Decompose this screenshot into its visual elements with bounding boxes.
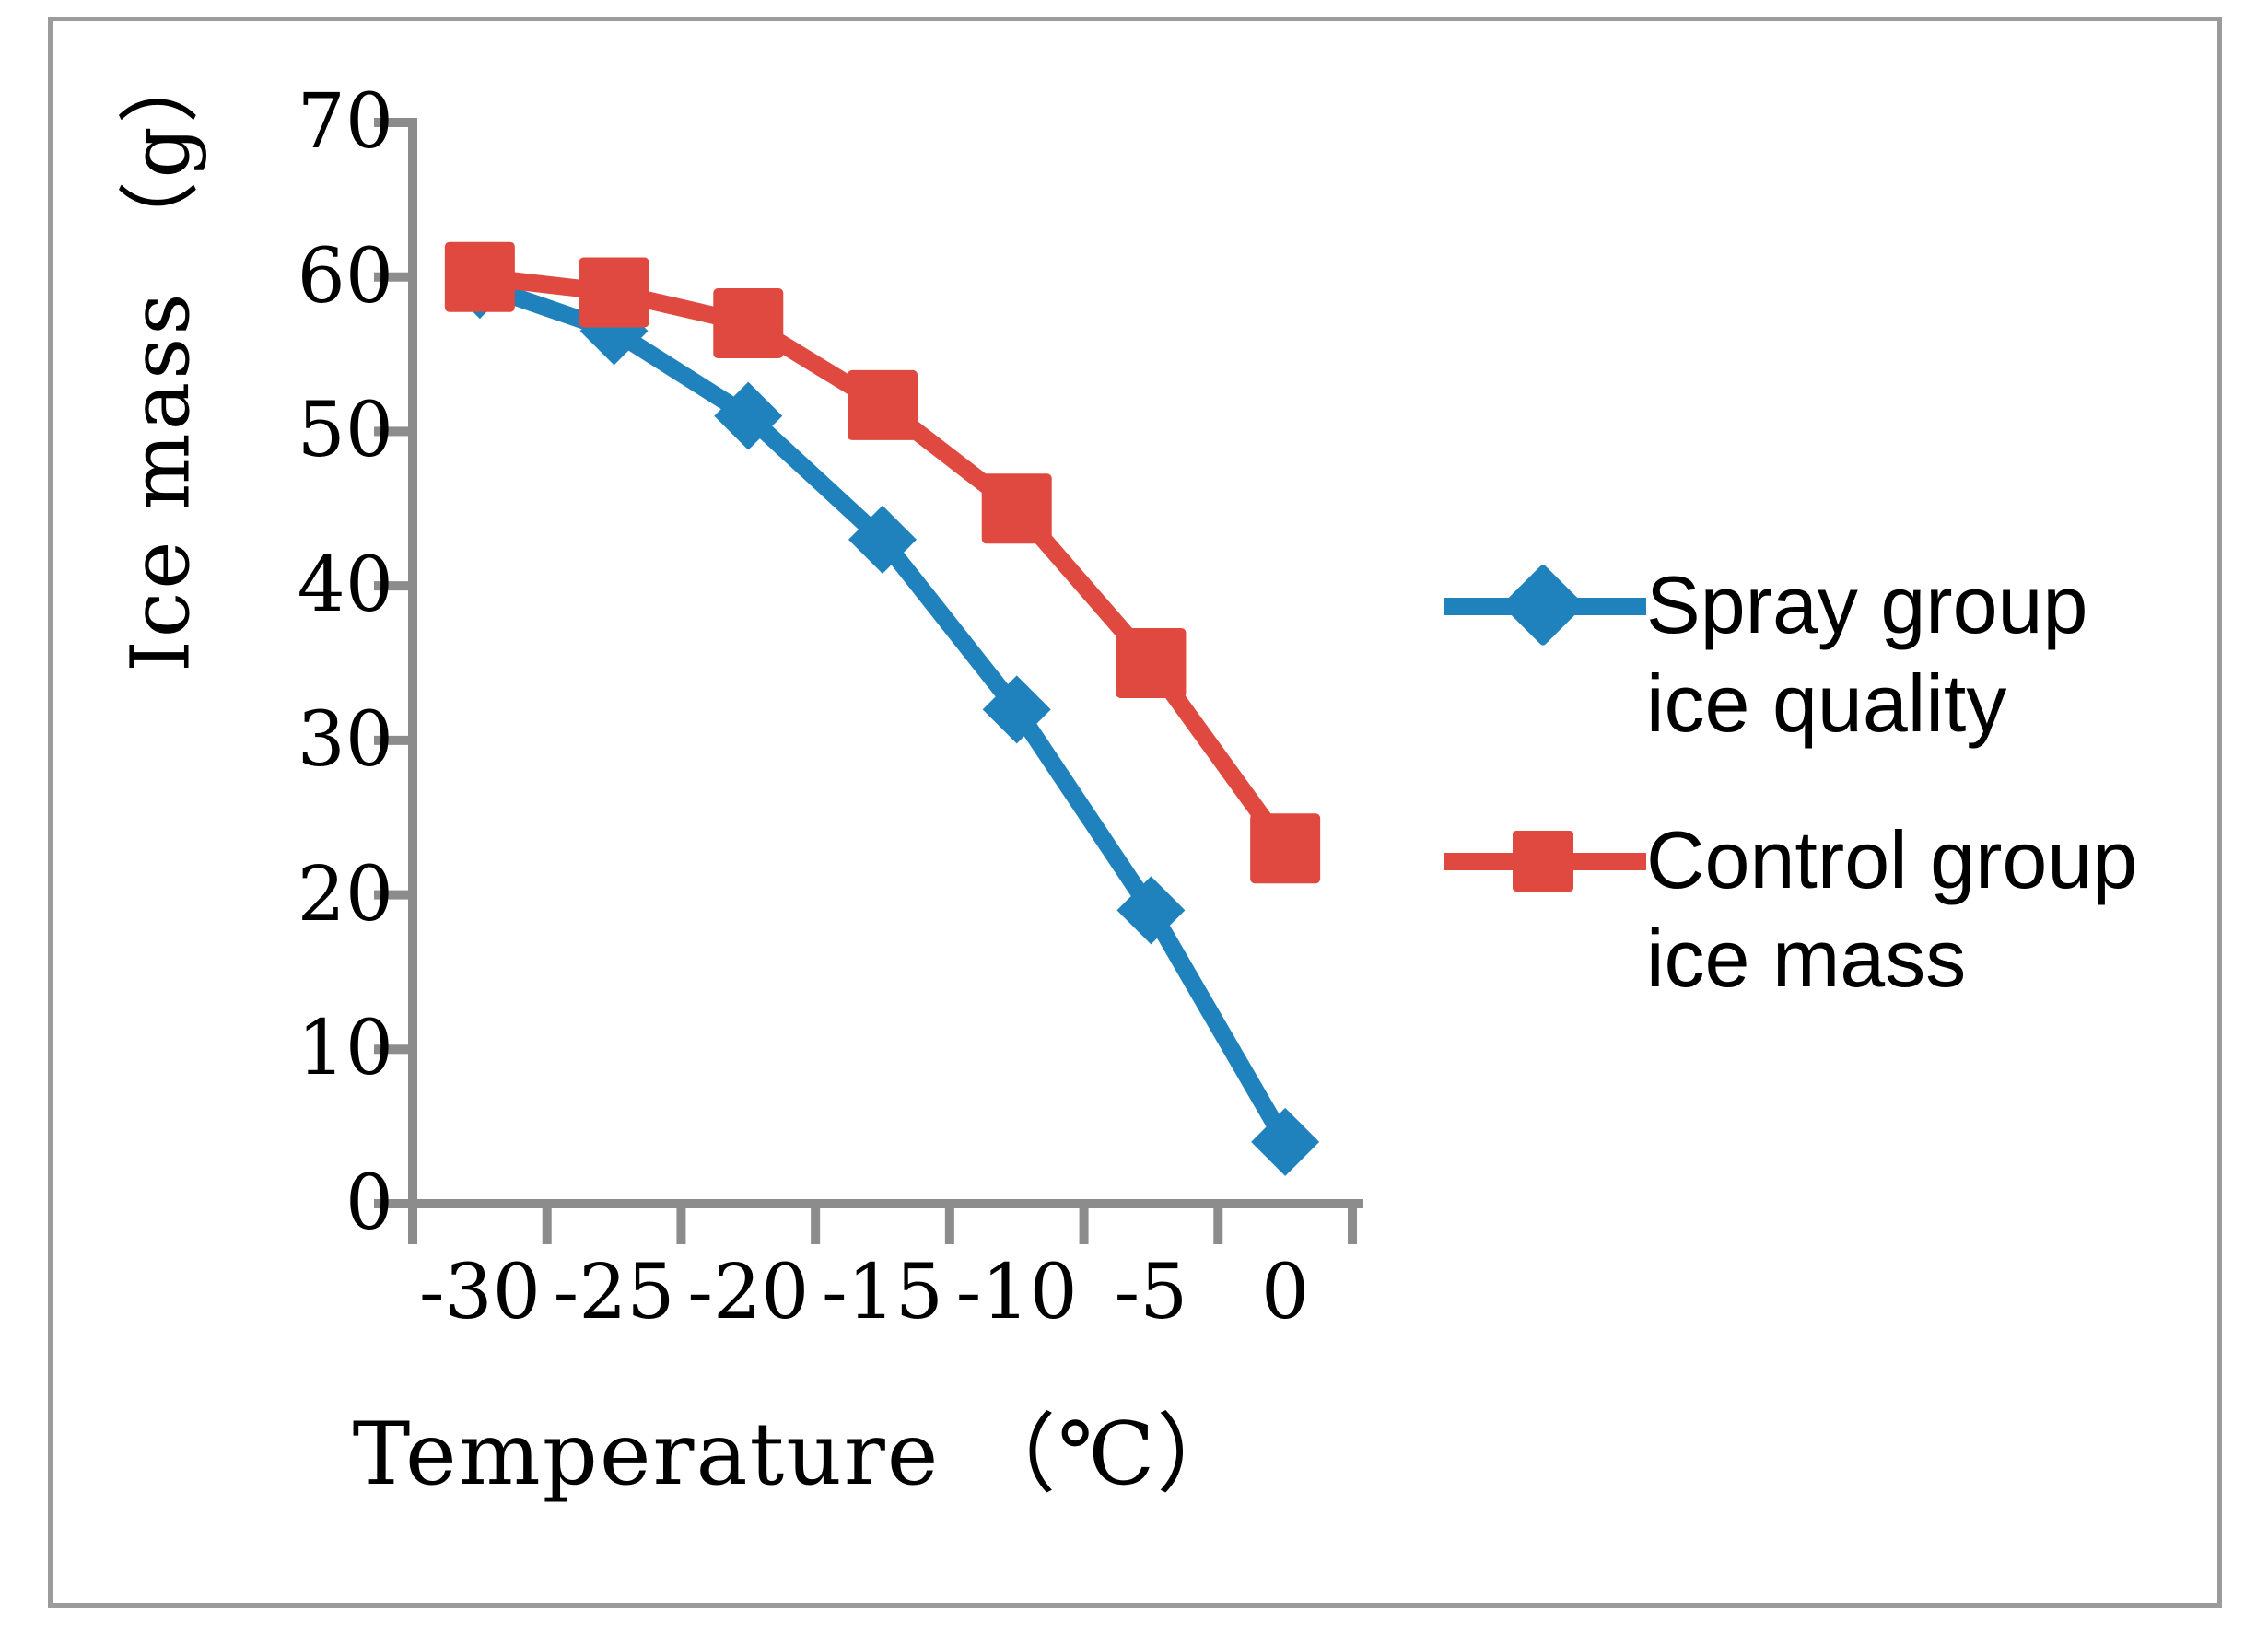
- y-axis-tick-label: 10: [297, 1005, 393, 1093]
- x-axis-title: Temperature （℃）: [352, 1405, 1245, 1505]
- y-axis-tick: [374, 735, 413, 745]
- x-axis-tick: [408, 1204, 417, 1244]
- legend-label-control-group: Control group ice mass: [1646, 813, 2138, 1005]
- data-point-diamond[interactable]: [848, 505, 917, 574]
- data-point-diamond[interactable]: [982, 675, 1051, 744]
- data-point-square[interactable]: [579, 257, 649, 328]
- y-axis-tick-label: 60: [297, 232, 393, 321]
- y-axis-tick-label: 0: [345, 1160, 393, 1247]
- x-axis-tick: [811, 1204, 821, 1244]
- axes-group: [374, 118, 1363, 1244]
- x-axis-tick-label: 0: [1261, 1249, 1310, 1336]
- data-point-square[interactable]: [713, 288, 784, 359]
- y-axis-tick: [374, 426, 413, 437]
- y-axis-tick-label: 50: [297, 387, 393, 475]
- legend-key-diamond-icon: [1444, 555, 1646, 657]
- x-axis-line: [374, 1199, 1363, 1208]
- x-axis-tick: [1079, 1204, 1089, 1244]
- y-axis-tick-label: 40: [297, 542, 393, 630]
- y-axis-tick: [374, 118, 413, 127]
- data-point-square[interactable]: [444, 241, 515, 312]
- x-axis-tick-label: -20: [687, 1249, 810, 1336]
- x-axis-tick-label: -15: [821, 1249, 944, 1336]
- y-axis-tick-label: 20: [297, 850, 393, 938]
- data-point-diamond[interactable]: [1116, 876, 1186, 945]
- data-point-square[interactable]: [848, 369, 918, 440]
- y-axis-tick: [374, 581, 413, 591]
- y-axis-title: Ice mass （g）: [112, 40, 208, 672]
- data-point-diamond[interactable]: [714, 381, 783, 450]
- x-axis-tick-labels: -30 -25 -20 -15 -10 -5 0: [53, 1255, 2227, 1357]
- legend-item-spray-group[interactable]: Spray group ice quality: [1444, 555, 2217, 753]
- x-axis-tick-label: -30: [418, 1249, 541, 1336]
- x-axis-tick: [944, 1204, 954, 1244]
- x-axis-tick-label: -10: [955, 1249, 1078, 1336]
- y-axis-tick: [374, 272, 413, 282]
- x-axis-tick: [676, 1204, 686, 1244]
- diamond-marker-icon: [1501, 563, 1585, 647]
- y-axis-tick: [374, 1199, 413, 1208]
- y-axis-line: [408, 118, 417, 1208]
- y-axis-tick: [374, 1044, 413, 1055]
- x-axis-tick: [1348, 1204, 1357, 1244]
- chart-legend: Spray group ice quality Control group ic…: [1444, 555, 2217, 1065]
- y-axis-tick-labels: 0 10 20 30 40 50 60 70: [172, 21, 393, 1613]
- x-axis-tick-label: -5: [1114, 1249, 1188, 1336]
- y-axis-tick-label: 30: [297, 695, 393, 784]
- x-axis-tick: [1213, 1204, 1223, 1244]
- line-chart-plot: [374, 118, 1363, 1244]
- x-axis-tick-label: -25: [553, 1249, 675, 1336]
- y-axis-tick: [374, 890, 413, 900]
- data-point-square[interactable]: [1116, 628, 1187, 698]
- y-axis-tick-label: 70: [297, 78, 393, 166]
- legend-item-control-group[interactable]: Control group ice mass: [1444, 810, 2217, 1008]
- legend-key-square-icon: [1444, 810, 1646, 912]
- square-marker-icon: [1513, 830, 1573, 892]
- data-point-diamond[interactable]: [1251, 1107, 1320, 1176]
- series-group: [444, 241, 1321, 1176]
- legend-label-spray-group: Spray group ice quality: [1646, 559, 2088, 750]
- x-axis-tick: [542, 1204, 552, 1244]
- chart-figure-frame: 0 10 20 30 40 50 60 70 -30 -25 -20 -15 -10 -5 0 Ice m…: [48, 17, 2222, 1608]
- data-point-square[interactable]: [981, 473, 1052, 544]
- data-point-square[interactable]: [1250, 813, 1321, 884]
